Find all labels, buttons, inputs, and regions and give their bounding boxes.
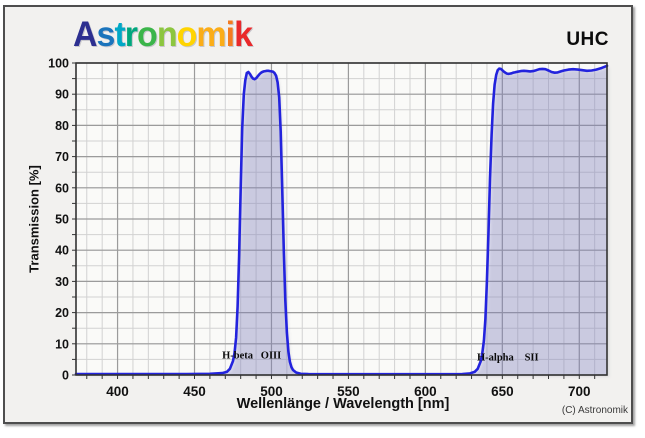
x-tick-label: 650	[491, 384, 514, 399]
y-tick-label: 90	[55, 88, 69, 102]
y-tick-label: 100	[48, 57, 69, 71]
y-tick-label: 10	[55, 337, 69, 351]
y-tick-label: 0	[62, 369, 69, 383]
x-tick-label: 450	[183, 384, 206, 399]
transmission-chart: 400 450 500 550 600 650 700 0 10 20 30 40 50 60 70 80 90…	[48, 57, 609, 399]
y-tick-label: 70	[55, 150, 69, 164]
brand-logo: Astronomik	[73, 15, 253, 55]
x-tick-label: 550	[337, 384, 360, 399]
y-tick-label: 20	[55, 306, 69, 320]
logo-letter: s	[96, 15, 116, 54]
chart-frame: Astronomik UHC 400 450 500 550 600 650 700 0 10 2…	[3, 5, 633, 424]
y-tick-label: 40	[55, 244, 69, 258]
copyright-label: (C) Astronomik	[561, 405, 628, 416]
y-tick-label: 50	[55, 213, 69, 227]
y-tick-label: 60	[55, 181, 69, 195]
logo-letter: k	[234, 15, 253, 54]
y-tick-label: 30	[55, 275, 69, 289]
logo-letter: o	[176, 15, 198, 54]
emission-label-SII: SII	[525, 352, 539, 363]
y-tick-label: 80	[55, 119, 69, 133]
emission-label-OIII: OIII	[261, 351, 281, 362]
logo-letter: i	[225, 15, 235, 54]
logo-letter: t	[114, 15, 125, 54]
x-tick-label: 600	[414, 384, 437, 399]
x-tick-label: 500	[260, 384, 283, 399]
filter-model-label: UHC	[566, 29, 609, 50]
logo-letter: o	[137, 15, 158, 54]
logo-letter: r	[124, 15, 138, 54]
logo-letter: A	[73, 15, 98, 54]
emission-label-H-beta: H-beta	[222, 351, 254, 362]
x-tick-label: 700	[568, 384, 591, 399]
logo-letter: n	[156, 15, 178, 54]
transmission-fill-area	[76, 65, 607, 376]
y-axis-title: Transmission [%]	[26, 165, 42, 273]
logo-letter: m	[196, 15, 226, 54]
emission-label-H-alpha: H-alpha	[477, 352, 515, 363]
x-axis-title: Wellenlänge / Wavelength [nm]	[236, 396, 450, 412]
x-tick-label: 400	[106, 384, 129, 399]
